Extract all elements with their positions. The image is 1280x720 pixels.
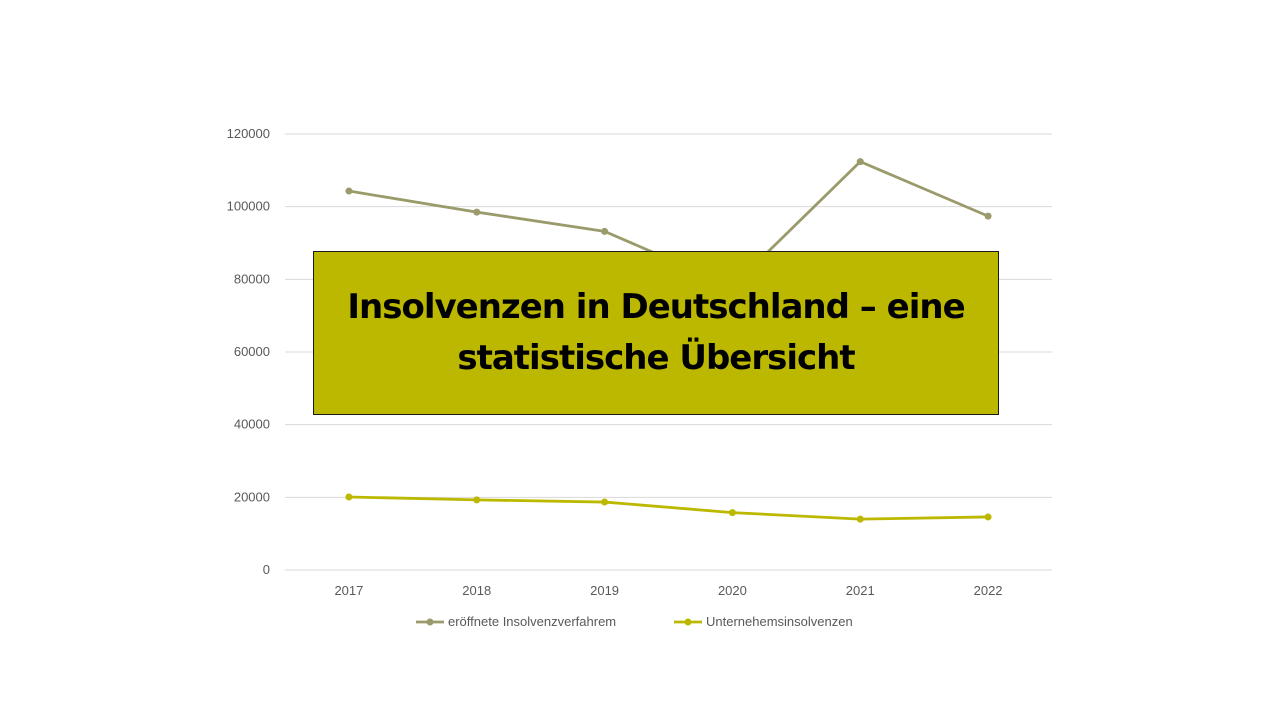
x-tick-label: 2020 xyxy=(718,583,747,598)
x-tick-label: 2021 xyxy=(846,583,875,598)
legend-swatch-marker xyxy=(426,618,434,626)
y-axis-tick-labels: 0 20000 40000 60000 80000 100000 120000 xyxy=(227,126,270,577)
data-point xyxy=(473,208,481,216)
y-tick-label: 0 xyxy=(263,562,270,577)
y-tick-label: 60000 xyxy=(234,344,270,359)
series-line-2 xyxy=(347,495,990,521)
legend-label: Unternehemsinsolvenzen xyxy=(706,614,853,629)
x-tick-label: 2022 xyxy=(974,583,1003,598)
x-tick-label: 2018 xyxy=(462,583,491,598)
y-tick-label: 40000 xyxy=(234,417,270,432)
y-tick-label: 120000 xyxy=(227,126,270,141)
legend-swatch-marker xyxy=(684,618,692,626)
y-tick-label: 20000 xyxy=(234,489,270,504)
data-point xyxy=(728,509,736,517)
data-point xyxy=(601,498,609,506)
legend: eröffnete Insolvenzverfahrem Unternehemsi… xyxy=(416,614,853,629)
data-point xyxy=(856,515,864,523)
x-axis-tick-labels: 2017 2018 2019 2020 2021 2022 xyxy=(334,583,1002,598)
title-overlay-box: Insolvenzen in Deutschland – eine statis… xyxy=(313,251,999,415)
x-tick-label: 2017 xyxy=(334,583,363,598)
x-tick-label: 2019 xyxy=(590,583,619,598)
data-point xyxy=(984,513,992,521)
y-tick-label: 100000 xyxy=(227,199,270,214)
data-point xyxy=(601,227,609,235)
y-tick-label: 80000 xyxy=(234,271,270,286)
data-point xyxy=(856,158,864,166)
data-point xyxy=(345,187,353,195)
data-point xyxy=(984,212,992,220)
data-point xyxy=(345,493,353,501)
data-point xyxy=(473,496,481,504)
legend-label: eröffnete Insolvenzverfahrem xyxy=(448,614,616,629)
overlay-title: Insolvenzen in Deutschland – eine statis… xyxy=(347,287,965,378)
